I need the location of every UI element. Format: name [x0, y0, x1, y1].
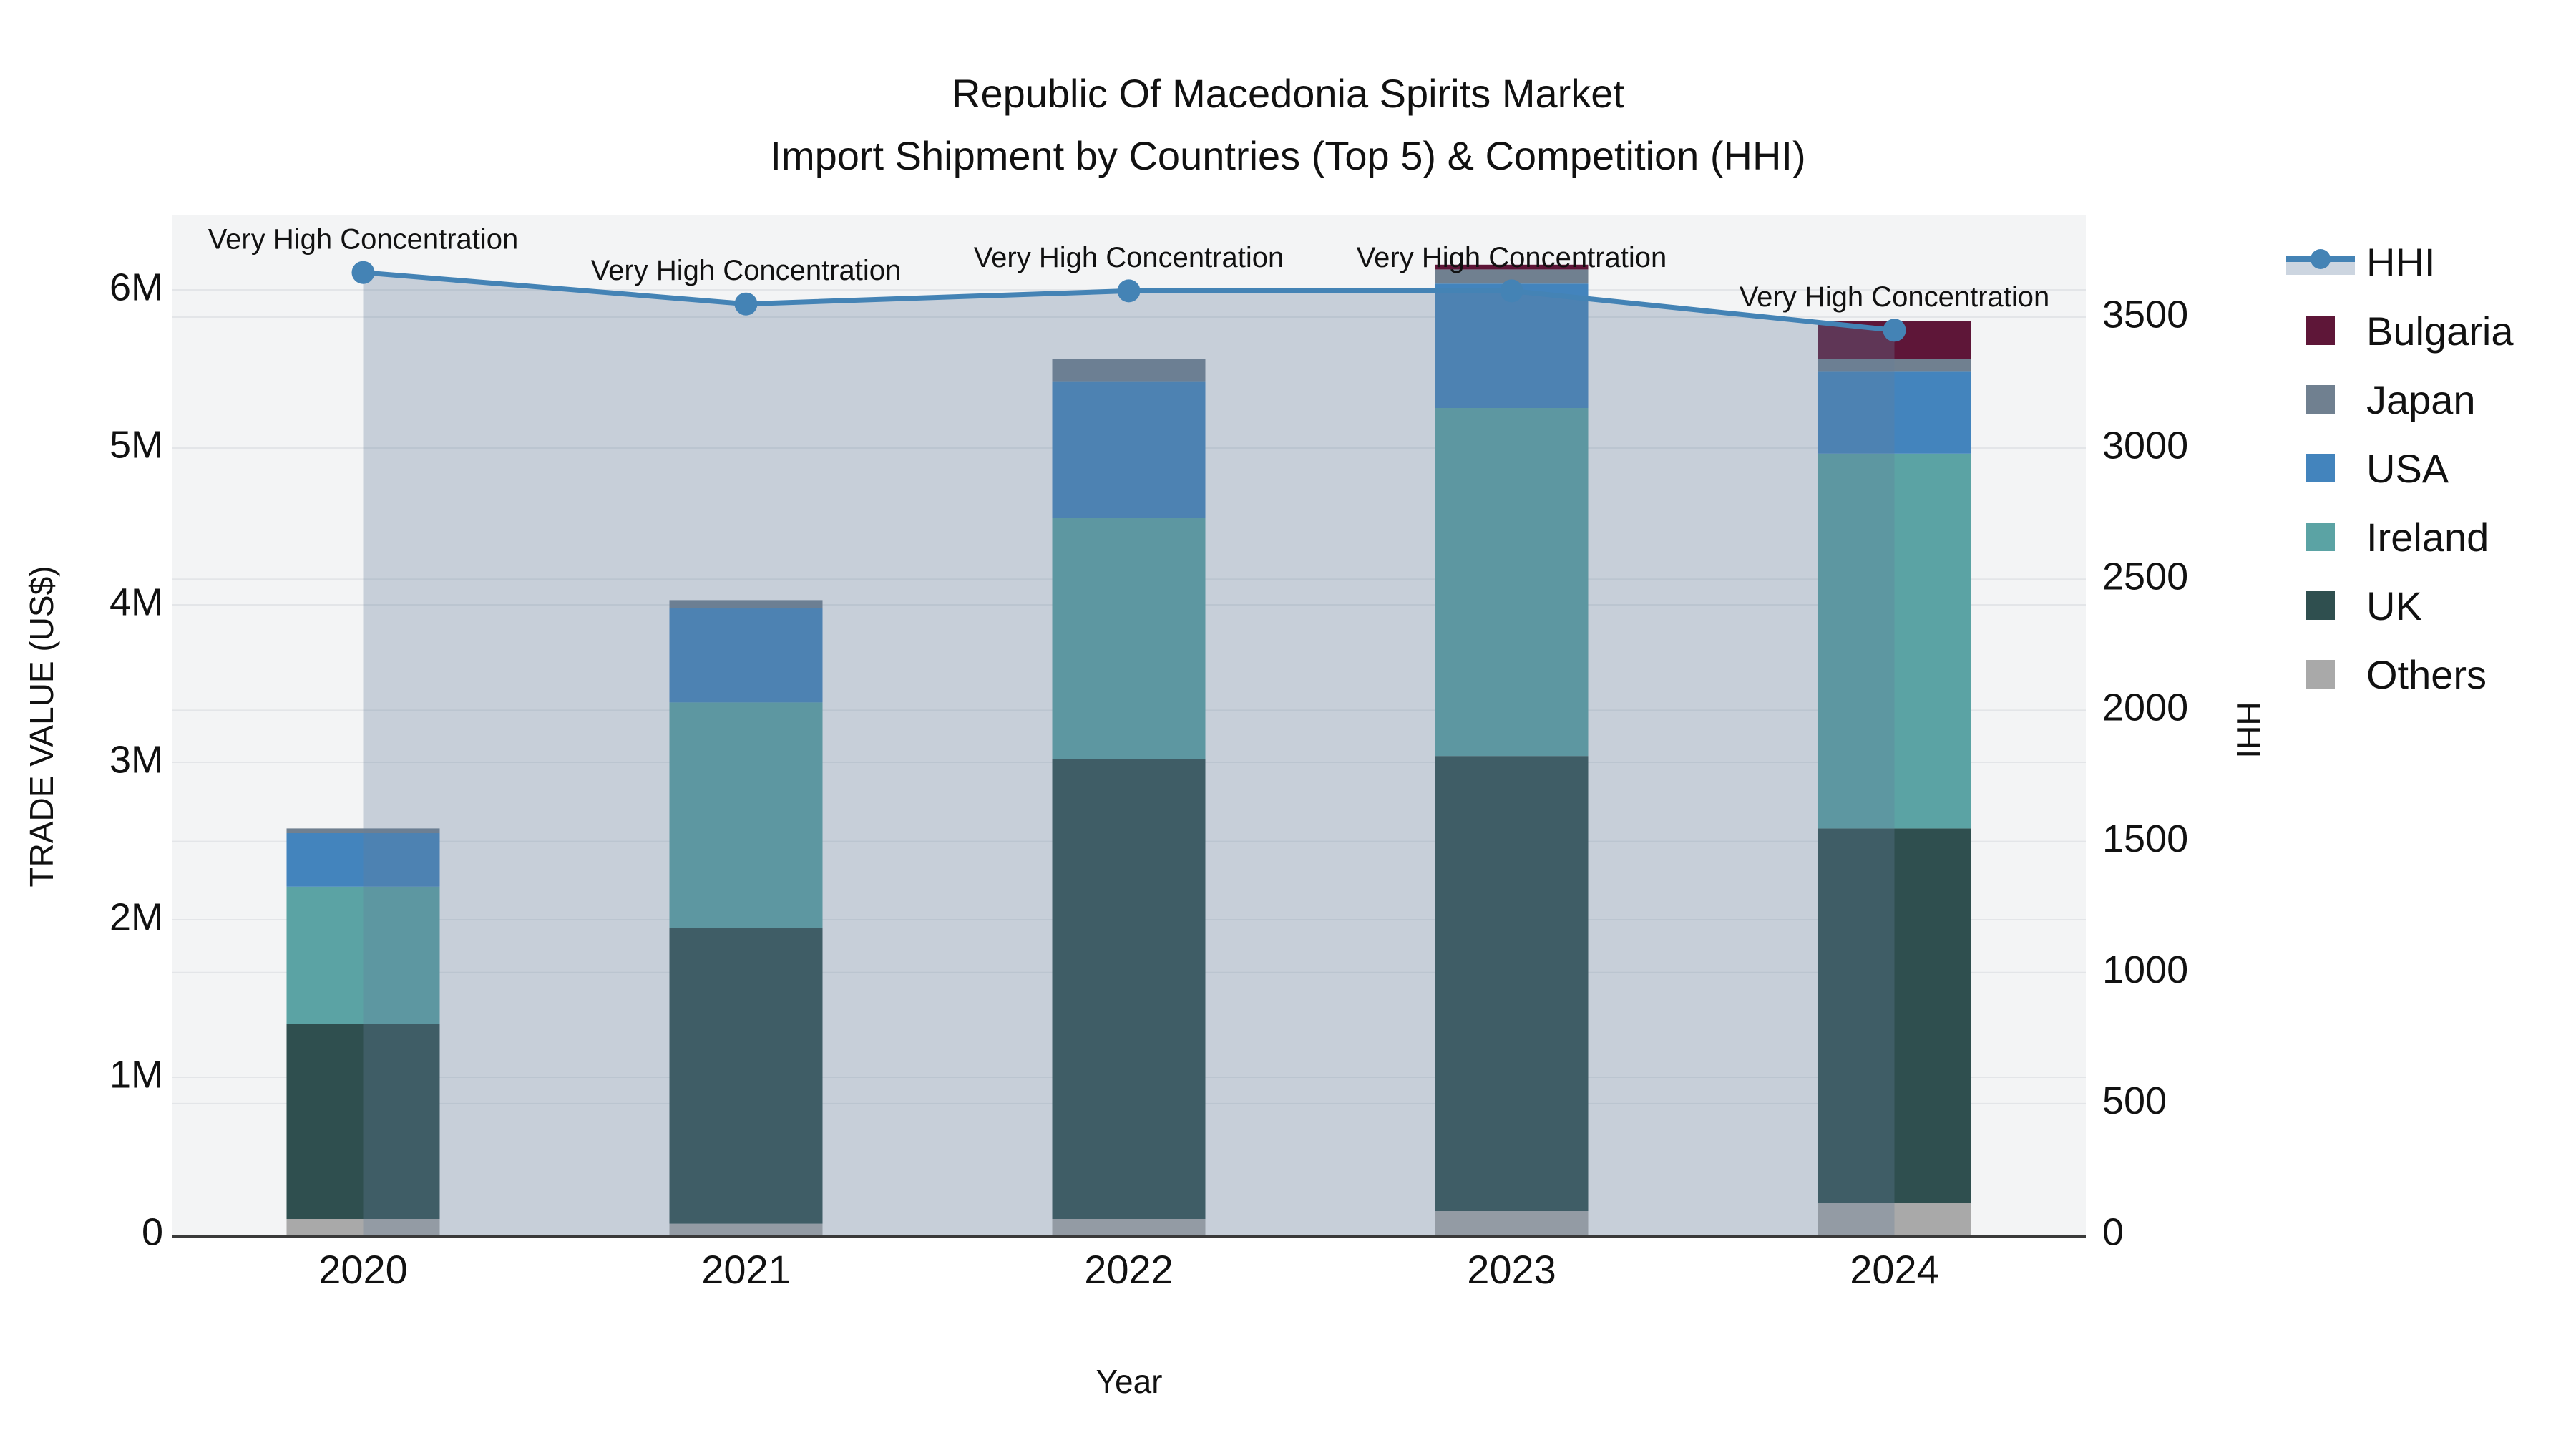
bar-segment-others-2023: [1435, 1211, 1589, 1235]
bar-segment-usa-2024: [1818, 371, 1971, 454]
bar-segment-uk-2022: [1052, 759, 1206, 1219]
y-tick-label: 1M: [109, 1053, 163, 1096]
bar-segment-others-2021: [669, 1223, 823, 1235]
bar-segment-ireland-2020: [286, 886, 440, 1024]
y-tick-label: 5M: [109, 423, 163, 466]
legend-hhi-marker: [2311, 249, 2331, 269]
legend-label-hhi: HHI: [2366, 239, 2436, 285]
bar-segment-japan-2020: [286, 828, 440, 833]
legend-swatch-others: [2306, 660, 2335, 689]
annotation-very-high-concentration-2023: Very High Concentration: [1357, 242, 1667, 273]
legend: HHI Bulgaria Japan USA Ireland UK Others: [2286, 228, 2513, 709]
y2-tick-label: 1000: [2102, 948, 2188, 991]
bar-segment-japan-2024: [1818, 359, 1971, 372]
legend-item-japan[interactable]: Japan: [2286, 365, 2513, 434]
bar-segment-ireland-2024: [1818, 453, 1971, 829]
annotation-very-high-concentration-2020: Very High Concentration: [208, 223, 519, 255]
y-tick-label: 2M: [109, 895, 163, 938]
bar-segment-uk-2023: [1435, 756, 1589, 1211]
bar-segment-others-2020: [286, 1219, 440, 1235]
x-axis-title: Year: [1096, 1363, 1163, 1400]
legend-label-japan: Japan: [2366, 376, 2476, 422]
bar-segment-ireland-2021: [669, 702, 823, 928]
bar-segment-bulgaria-2023: [1435, 264, 1589, 270]
hhi-marker-2022: [1117, 279, 1141, 303]
hhi-marker-2021: [734, 292, 758, 316]
legend-swatch-uk: [2306, 591, 2335, 620]
bar-segment-usa-2023: [1435, 283, 1589, 408]
legend-label-usa: USA: [2366, 445, 2449, 491]
legend-label-uk: UK: [2366, 583, 2422, 628]
bar-segment-others-2022: [1052, 1219, 1206, 1235]
bar-segment-japan-2022: [1052, 359, 1206, 382]
legend-label-others: Others: [2366, 651, 2487, 697]
x-tick-label: 2021: [701, 1247, 791, 1292]
chart-title-line1: Republic Of Macedonia Spirits Market: [952, 71, 1624, 116]
legend-hhi-sample: [2286, 240, 2355, 283]
y-tick-label: 3M: [109, 738, 163, 781]
y2-tick-label: 3500: [2102, 293, 2188, 336]
x-tick-label: 2023: [1467, 1247, 1556, 1292]
legend-swatch-bulgaria: [2306, 316, 2335, 345]
legend-item-usa[interactable]: USA: [2286, 434, 2513, 502]
legend-item-hhi[interactable]: HHI: [2286, 228, 2513, 296]
legend-item-uk[interactable]: UK: [2286, 571, 2513, 640]
bar-segment-japan-2021: [669, 600, 823, 608]
y-axis-title: TRADE VALUE (US$): [23, 565, 60, 888]
bar-segment-ireland-2022: [1052, 518, 1206, 759]
x-tick-label: 2024: [1850, 1247, 1939, 1292]
chart-title-line2: Import Shipment by Countries (Top 5) & C…: [770, 132, 1806, 178]
legend-item-bulgaria[interactable]: Bulgaria: [2286, 296, 2513, 365]
hhi-marker-2024: [1883, 319, 1906, 342]
y2-tick-label: 0: [2102, 1210, 2124, 1253]
y2-tick-label: 2500: [2102, 555, 2188, 598]
y2-tick-label: 1500: [2102, 817, 2188, 860]
bar-segment-ireland-2023: [1435, 408, 1589, 757]
bar-segment-uk-2024: [1818, 828, 1971, 1203]
y-tick-label: 6M: [109, 266, 163, 308]
y2-tick-label: 500: [2102, 1079, 2167, 1122]
bar-segment-uk-2020: [286, 1024, 440, 1219]
bar-segment-japan-2023: [1435, 269, 1589, 284]
legend-item-ireland[interactable]: Ireland: [2286, 502, 2513, 571]
bar-segment-usa-2021: [669, 608, 823, 703]
bar-segment-uk-2021: [669, 928, 823, 1224]
legend-item-others[interactable]: Others: [2286, 640, 2513, 709]
y-tick-label: 4M: [109, 580, 163, 623]
annotation-very-high-concentration-2024: Very High Concentration: [1740, 281, 2050, 313]
chart-title: Republic Of Macedonia Spirits Market Imp…: [0, 63, 2576, 188]
y2-tick-label: 3000: [2102, 424, 2188, 467]
legend-swatch-usa: [2306, 454, 2335, 482]
x-tick-label: 2022: [1084, 1247, 1174, 1292]
legend-swatch-japan: [2306, 385, 2335, 414]
bar-segment-usa-2022: [1052, 381, 1206, 518]
legend-label-bulgaria: Bulgaria: [2366, 308, 2514, 354]
hhi-area-fill: [363, 272, 1895, 1235]
bar-segment-others-2024: [1818, 1203, 1971, 1235]
y2-axis-title: HHI: [2230, 701, 2267, 759]
bar-segment-usa-2020: [286, 833, 440, 887]
x-tick-label: 2020: [318, 1247, 408, 1292]
legend-swatch-ireland: [2306, 523, 2335, 551]
hhi-marker-2020: [351, 261, 375, 284]
annotation-very-high-concentration-2022: Very High Concentration: [974, 242, 1284, 273]
hhi-marker-2023: [1500, 279, 1523, 303]
y2-tick-label: 2000: [2102, 686, 2188, 729]
annotation-very-high-concentration-2021: Very High Concentration: [591, 255, 902, 286]
legend-label-ireland: Ireland: [2366, 514, 2489, 560]
y-tick-label: 0: [142, 1210, 163, 1253]
